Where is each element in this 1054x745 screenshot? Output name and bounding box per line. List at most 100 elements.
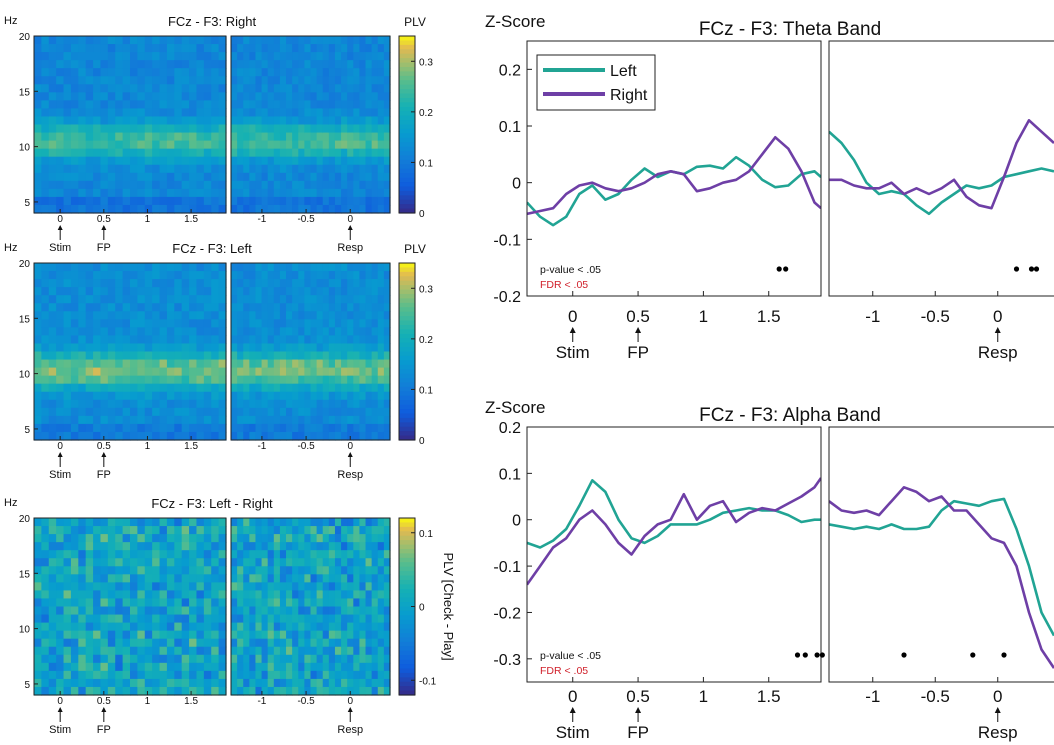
heatmap-cell (359, 399, 367, 409)
heatmap-cell (371, 518, 379, 527)
heatmap-cell (115, 319, 124, 328)
heatmap-cell (196, 76, 205, 85)
heatmap-cell (41, 590, 50, 600)
heatmap-cell (174, 646, 183, 656)
heatmap-cell (100, 204, 109, 214)
heatmap-cell (122, 415, 131, 425)
heatmap-cell (310, 614, 318, 624)
colorbar-segment (399, 298, 415, 304)
heatmap-cell (255, 279, 263, 288)
heatmap-cell (78, 60, 87, 69)
heatmap-cell (237, 84, 244, 93)
heatmap-cell (41, 654, 50, 664)
colorbar-segment (399, 557, 415, 563)
heatmap-cell (211, 606, 220, 616)
heatmap-cell (243, 36, 250, 45)
plot-frame (526, 40, 822, 297)
heatmap-cell (56, 156, 65, 166)
heatmap-cell (122, 534, 131, 543)
heatmap-cell (78, 52, 87, 61)
heatmap-cell (56, 542, 65, 551)
colorbar-segment (399, 633, 415, 639)
heatmap-cell (365, 630, 373, 640)
colorbar-segment (399, 75, 415, 81)
heatmap-cell (359, 287, 367, 296)
heatmap-cell (85, 654, 94, 664)
heatmap-cell (359, 526, 367, 535)
heatmap-cell (273, 630, 281, 640)
heatmap-cell (144, 188, 153, 198)
heatmap-cell (34, 638, 42, 648)
heatmap-cell (383, 654, 391, 664)
heatmap-cell (100, 100, 109, 110)
heatmap-cell (298, 108, 305, 118)
heatmap-cell (107, 359, 116, 369)
heatmap-cell (292, 367, 299, 377)
heatmap-cell (41, 44, 50, 53)
heatmap-cell (359, 662, 367, 672)
heatmap-cell (34, 335, 42, 345)
heatmap-cell (304, 359, 312, 369)
heatmap-cell (304, 598, 312, 608)
heatmap-cell (237, 148, 244, 158)
heatmap-cell (159, 574, 168, 583)
heatmap-cell (255, 638, 263, 648)
heatmap-cell (174, 271, 183, 280)
heatmap-cell (159, 678, 168, 688)
heatmap-cell (34, 180, 42, 190)
heatmap-cell (249, 638, 257, 648)
heatmap-cell (70, 180, 79, 190)
series-group (527, 477, 821, 586)
heatmap-cell (115, 311, 124, 320)
heatmap-cell (243, 156, 250, 166)
heatmap-cell (115, 662, 124, 672)
colorbar-segment (399, 364, 415, 370)
heatmap-cell (298, 598, 305, 608)
heatmap-cell (189, 140, 198, 150)
heatmap-cell (341, 263, 348, 272)
heatmap-cell (261, 180, 269, 190)
heatmap-cell (261, 140, 269, 150)
heatmap-cell (267, 638, 275, 648)
heatmap-cell (166, 319, 175, 328)
heatmap-cell (152, 84, 161, 93)
heatmap-cell (196, 662, 205, 672)
heatmap-cell (122, 68, 131, 77)
heatmap-cell (231, 686, 238, 696)
heatmap-cell (316, 279, 324, 288)
heatmap-cell (249, 271, 257, 280)
heatmap-cell (353, 590, 361, 600)
heatmap-cell (130, 44, 138, 53)
heatmap-cell (78, 116, 87, 126)
heatmap-cell (304, 351, 312, 361)
heatmap-cell (93, 164, 102, 174)
heatmap-cell (243, 359, 250, 369)
heatmap-cell (237, 196, 244, 206)
heatmap-cell (334, 407, 342, 417)
heatmap-cell (243, 148, 250, 158)
heatmap-cell (255, 542, 263, 551)
heatmap-cell (63, 319, 72, 328)
heatmap-cell (237, 558, 244, 567)
heatmap-cell (383, 116, 391, 126)
heatmap-cell (310, 204, 318, 214)
heatmap-cell (203, 68, 212, 77)
heatmap-cell (347, 574, 354, 583)
colorbar-tick-label: -0.1 (419, 676, 437, 687)
heatmap-cell (211, 566, 220, 575)
heatmap-cell (322, 614, 330, 624)
heatmap-cell (316, 287, 324, 296)
heatmap-cell (237, 351, 244, 361)
heatmap-cell (166, 542, 175, 551)
heatmap-cell (166, 335, 175, 345)
heatmap-cell (298, 188, 305, 198)
heatmap-cell (298, 172, 305, 182)
heatmap-cell (107, 36, 116, 45)
heatmap-cell (78, 204, 87, 214)
heatmap-cell (261, 646, 269, 656)
heatmap-cell (78, 606, 87, 616)
heatmap-cell (166, 343, 175, 353)
heatmap-cell (341, 686, 348, 696)
heatmap-cell (371, 140, 379, 150)
heatmap-cell (279, 343, 287, 353)
